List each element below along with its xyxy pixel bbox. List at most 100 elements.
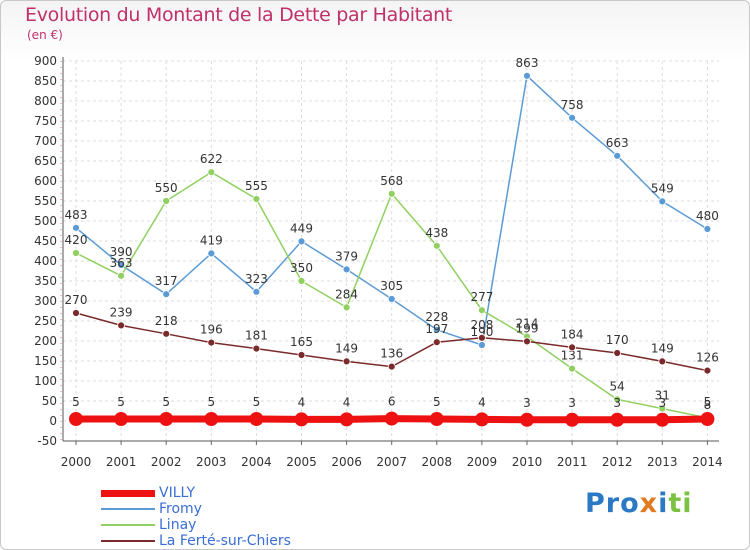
data-label-linay: 31 xyxy=(655,389,670,403)
legend-item-fromy[interactable]: Fromy xyxy=(101,501,291,517)
y-tick-label: 500 xyxy=(34,214,57,228)
x-tick-label: 2014 xyxy=(692,455,723,469)
chart-subtitle: (en €) xyxy=(27,28,63,42)
data-point-fromy xyxy=(613,151,622,160)
data-point-linay xyxy=(568,364,576,373)
data-label-linay: 550 xyxy=(155,181,178,195)
data-label-fromy: 483 xyxy=(65,208,88,222)
data-label-villy: 5 xyxy=(704,395,712,409)
plot-area xyxy=(63,61,719,441)
y-tick-label: 300 xyxy=(34,294,57,308)
data-point-villy xyxy=(655,412,670,427)
data-point-la-ferte-sur-chiers xyxy=(162,329,171,338)
data-point-la-ferte-sur-chiers xyxy=(72,309,80,317)
data-label-la-ferte-sur-chiers: 208 xyxy=(470,318,493,332)
data-point-villy xyxy=(565,412,580,427)
data-point-villy xyxy=(339,412,354,427)
data-point-fromy xyxy=(568,113,576,122)
x-tick-label: 2009 xyxy=(467,455,498,469)
legend-item-villy[interactable]: VILLY xyxy=(101,485,291,501)
legend-item-la-ferte-sur-chiers[interactable]: La Ferté-sur-Chiers xyxy=(101,533,291,549)
data-label-la-ferte-sur-chiers: 136 xyxy=(380,347,403,361)
legend-item-linay[interactable]: Linay xyxy=(101,517,291,533)
data-label-villy: 5 xyxy=(253,395,261,409)
data-label-linay: 214 xyxy=(516,317,539,331)
data-point-linay xyxy=(252,195,261,203)
y-tick-label: 250 xyxy=(34,314,57,328)
data-point-linay xyxy=(297,277,306,285)
data-point-fromy xyxy=(477,341,486,349)
data-point-la-ferte-sur-chiers xyxy=(658,357,667,366)
data-label-la-ferte-sur-chiers: 270 xyxy=(65,293,88,307)
data-point-fromy xyxy=(432,325,441,334)
data-label-linay: 555 xyxy=(245,179,268,193)
data-label-la-ferte-sur-chiers: 149 xyxy=(335,341,358,355)
data-point-la-ferte-sur-chiers xyxy=(297,351,306,359)
data-label-villy: 3 xyxy=(613,396,621,410)
data-label-linay: 8 xyxy=(704,398,712,412)
data-point-fromy xyxy=(342,265,351,274)
legend-swatch-villy xyxy=(101,489,155,497)
x-tick-label: 2010 xyxy=(512,455,543,469)
y-tick-label: 100 xyxy=(34,374,57,388)
data-point-la-ferte-sur-chiers xyxy=(432,338,441,347)
legend-label-la-ferte-sur-chiers: La Ferté-sur-Chiers xyxy=(159,533,291,549)
data-label-linay: 350 xyxy=(290,261,313,275)
data-point-villy xyxy=(249,412,264,426)
data-point-fromy xyxy=(252,287,261,296)
y-tick-label: 750 xyxy=(34,114,57,128)
data-label-villy: 4 xyxy=(298,395,306,409)
data-label-fromy: 480 xyxy=(696,209,719,223)
legend-swatch-fromy xyxy=(101,508,155,510)
legend-label-fromy: Fromy xyxy=(159,501,202,517)
data-point-la-ferte-sur-chiers xyxy=(342,357,351,366)
data-point-la-ferte-sur-chiers xyxy=(703,366,712,375)
data-label-fromy: 863 xyxy=(516,56,539,70)
data-label-linay: 363 xyxy=(110,256,133,270)
data-point-fromy xyxy=(162,290,171,299)
data-point-linay xyxy=(658,404,667,413)
x-tick-label: 2004 xyxy=(241,455,272,469)
data-point-fromy xyxy=(117,261,125,269)
data-label-linay: 568 xyxy=(380,174,403,188)
data-label-fromy: 190 xyxy=(470,325,493,339)
y-tick-label: 150 xyxy=(34,354,57,368)
data-label-fromy: 379 xyxy=(335,249,358,263)
y-tick-label: 600 xyxy=(34,174,57,188)
chart-legend: VILLY Fromy Linay La Ferté-sur-Chiers xyxy=(101,485,291,549)
data-label-fromy: 549 xyxy=(651,181,674,195)
data-point-fromy xyxy=(658,197,667,206)
x-tick-label: 2007 xyxy=(376,455,407,469)
data-label-fromy: 317 xyxy=(155,274,178,288)
data-label-la-ferte-sur-chiers: 126 xyxy=(696,351,719,365)
data-label-linay: 420 xyxy=(65,233,88,247)
data-label-villy: 5 xyxy=(117,395,125,409)
data-label-fromy: 390 xyxy=(110,245,133,259)
legend-label-villy: VILLY xyxy=(159,485,195,501)
data-point-linay xyxy=(613,395,622,404)
y-tick-label: -50 xyxy=(37,434,57,448)
y-tick-label: 700 xyxy=(34,134,57,148)
data-label-fromy: 758 xyxy=(561,98,584,112)
data-label-la-ferte-sur-chiers: 239 xyxy=(110,305,133,319)
data-point-la-ferte-sur-chiers xyxy=(207,338,216,347)
data-point-villy xyxy=(69,412,83,426)
data-label-linay: 622 xyxy=(200,152,223,166)
data-label-fromy: 663 xyxy=(606,136,629,150)
data-point-linay xyxy=(207,168,216,177)
data-point-linay xyxy=(117,271,125,280)
data-point-la-ferte-sur-chiers xyxy=(523,337,531,346)
data-point-la-ferte-sur-chiers xyxy=(387,362,396,371)
data-label-linay: 277 xyxy=(470,290,493,304)
x-tick-label: 2011 xyxy=(557,455,588,469)
data-point-linay xyxy=(342,303,351,312)
legend-swatch-linay xyxy=(101,524,155,526)
x-tick-label: 2013 xyxy=(647,455,678,469)
data-label-la-ferte-sur-chiers: 149 xyxy=(651,341,674,355)
data-label-la-ferte-sur-chiers: 165 xyxy=(290,335,313,349)
data-point-fromy xyxy=(703,225,712,233)
data-point-fromy xyxy=(207,249,216,258)
proxiti-logo: Proxiti xyxy=(585,488,693,519)
